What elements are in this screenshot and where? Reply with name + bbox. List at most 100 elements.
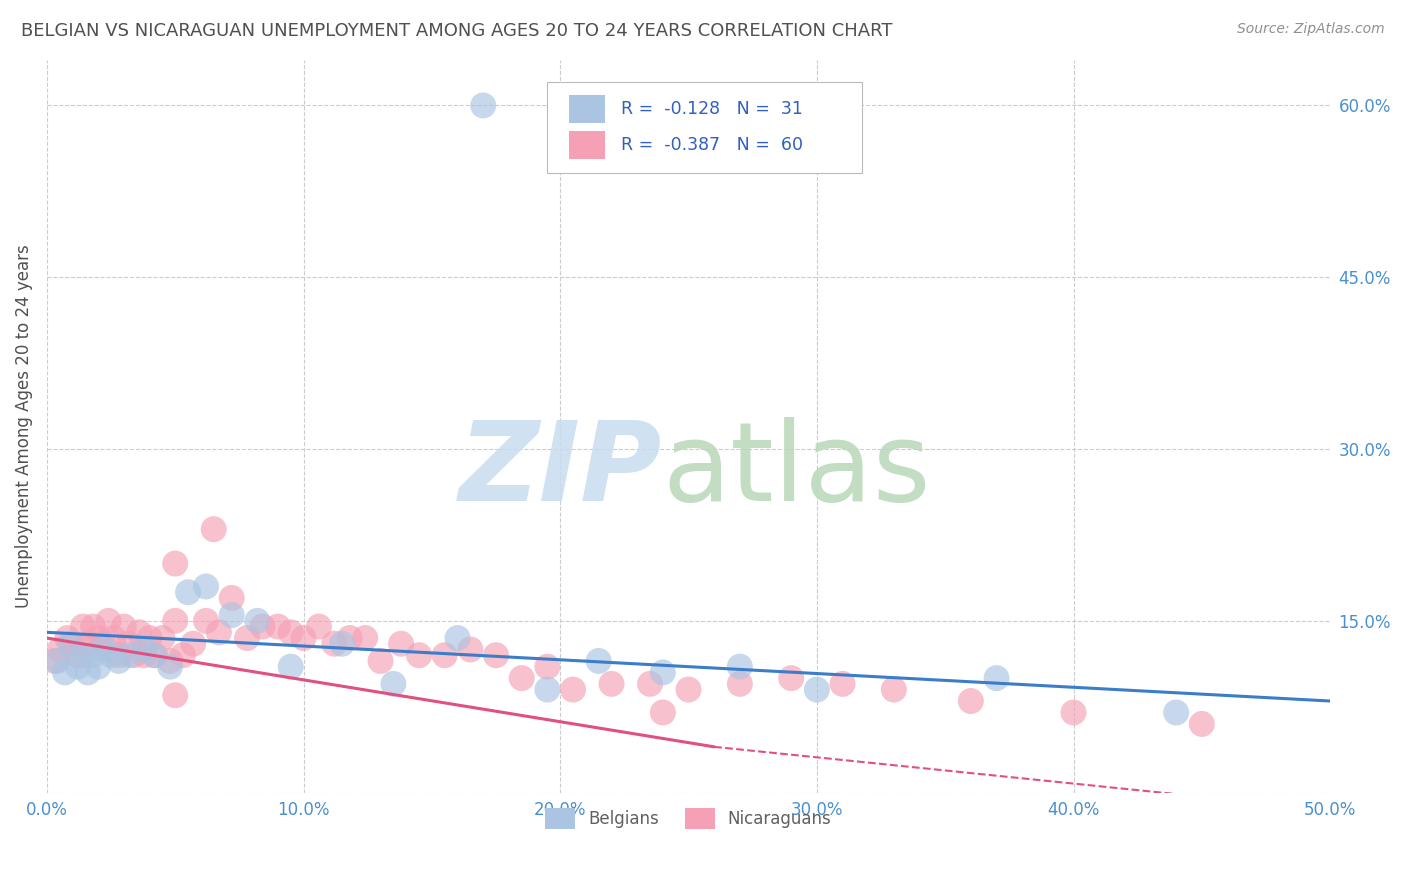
Point	[883, 682, 905, 697]
Point	[165, 614, 187, 628]
Point	[87, 631, 110, 645]
Point	[536, 682, 558, 697]
Point	[44, 654, 66, 668]
Point	[600, 677, 623, 691]
Bar	[569, 131, 605, 160]
Point	[107, 654, 129, 668]
Point	[172, 648, 194, 663]
Point	[93, 637, 115, 651]
Point	[536, 659, 558, 673]
Bar	[569, 95, 605, 122]
Point	[128, 625, 150, 640]
Point	[46, 654, 69, 668]
Point	[806, 682, 828, 697]
Point	[77, 637, 100, 651]
Point	[134, 642, 156, 657]
Point	[66, 659, 89, 673]
Point	[651, 706, 673, 720]
Point	[408, 648, 430, 663]
Point	[1166, 706, 1188, 720]
Text: ZIP: ZIP	[460, 417, 662, 524]
Point	[208, 625, 231, 640]
Point	[221, 608, 243, 623]
Point	[103, 631, 125, 645]
Point	[292, 631, 315, 645]
Point	[1191, 717, 1213, 731]
Point	[728, 659, 751, 673]
Point	[638, 677, 661, 691]
Point	[252, 619, 274, 633]
Point	[143, 648, 166, 663]
Text: R =  -0.387   N =  60: R = -0.387 N = 60	[620, 136, 803, 154]
Point	[986, 671, 1008, 685]
Point	[678, 682, 700, 697]
Point	[202, 522, 225, 536]
Y-axis label: Unemployment Among Ages 20 to 24 years: Unemployment Among Ages 20 to 24 years	[15, 244, 32, 608]
Point	[93, 642, 115, 657]
Point	[177, 585, 200, 599]
Point	[485, 648, 508, 663]
Point	[112, 619, 135, 633]
Point	[446, 631, 468, 645]
Point	[82, 648, 104, 663]
Point	[159, 659, 181, 673]
Point	[389, 637, 412, 651]
Point	[107, 648, 129, 663]
Point	[780, 671, 803, 685]
Point	[433, 648, 456, 663]
Point	[280, 659, 302, 673]
Point	[62, 637, 84, 651]
Point	[308, 619, 330, 633]
Point	[66, 648, 89, 663]
Point	[221, 591, 243, 605]
Point	[97, 614, 120, 628]
Point	[56, 631, 79, 645]
Point	[728, 677, 751, 691]
FancyBboxPatch shape	[547, 81, 862, 173]
Text: R =  -0.128   N =  31: R = -0.128 N = 31	[620, 100, 803, 118]
Point	[195, 614, 218, 628]
Text: Source: ZipAtlas.com: Source: ZipAtlas.com	[1237, 22, 1385, 37]
Point	[150, 631, 173, 645]
Legend: Belgians, Nicaraguans: Belgians, Nicaraguans	[538, 801, 838, 836]
Point	[87, 659, 110, 673]
Point	[72, 619, 94, 633]
Point	[510, 671, 533, 685]
Point	[1063, 706, 1085, 720]
Point	[960, 694, 983, 708]
Point	[48, 642, 70, 657]
Point	[370, 654, 392, 668]
Point	[354, 631, 377, 645]
Point	[53, 665, 76, 680]
Point	[59, 637, 82, 651]
Point	[195, 579, 218, 593]
Point	[77, 665, 100, 680]
Point	[165, 688, 187, 702]
Point	[138, 631, 160, 645]
Point	[267, 619, 290, 633]
Point	[82, 619, 104, 633]
Text: atlas: atlas	[662, 417, 931, 524]
Point	[562, 682, 585, 697]
Point	[246, 614, 269, 628]
Point	[100, 648, 122, 663]
Point	[159, 654, 181, 668]
Point	[143, 648, 166, 663]
Point	[236, 631, 259, 645]
Point	[165, 557, 187, 571]
Point	[588, 654, 610, 668]
Point	[122, 648, 145, 663]
Text: BELGIAN VS NICARAGUAN UNEMPLOYMENT AMONG AGES 20 TO 24 YEARS CORRELATION CHART: BELGIAN VS NICARAGUAN UNEMPLOYMENT AMONG…	[21, 22, 893, 40]
Point	[118, 648, 141, 663]
Point	[382, 677, 405, 691]
Point	[831, 677, 853, 691]
Point	[323, 637, 346, 651]
Point	[134, 648, 156, 663]
Point	[72, 648, 94, 663]
Point	[651, 665, 673, 680]
Point	[460, 642, 482, 657]
Point	[118, 637, 141, 651]
Point	[181, 637, 204, 651]
Point	[330, 637, 353, 651]
Point	[339, 631, 361, 645]
